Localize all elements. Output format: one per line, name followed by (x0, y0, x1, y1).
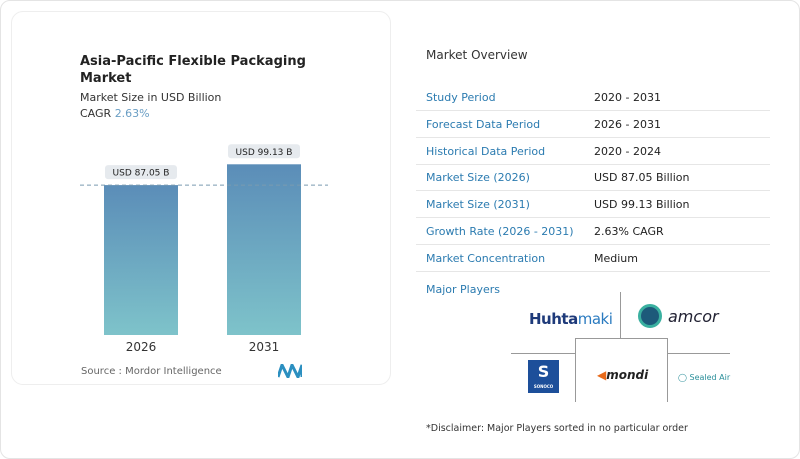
chart-card (11, 11, 391, 385)
major-players-title: Major Players (426, 283, 500, 296)
overview-row: Market Size (2031) USD 99.13 Billion (416, 191, 770, 219)
bar-chart: USD 87.05 B 2026 USD 99.13 B 2031 (80, 144, 328, 354)
overview-row: Growth Rate (2026 - 2031) 2.63% CAGR (416, 218, 770, 245)
row-label: Market Size (2026) (426, 171, 530, 185)
row-value: 2.63% CAGR (594, 225, 664, 238)
cagr: CAGR 2.63% (80, 107, 150, 120)
row-value: 2026 - 2031 (594, 117, 661, 131)
row-value: USD 99.13 Billion (594, 198, 690, 212)
overview-row: Market Size (2026) USD 87.05 Billion (416, 164, 770, 192)
disclaimer: *Disclaimer: Major Players sorted in no … (426, 423, 688, 434)
sealed-air-logo: ◯ Sealed Air (678, 373, 731, 382)
row-label: Forecast Data Period (426, 117, 541, 131)
row-label: Market Size (2031) (426, 198, 530, 212)
cagr-label: CAGR (80, 107, 112, 120)
chart-title: Asia-Pacific Flexible Packaging Market (80, 54, 306, 86)
row-label: Study Period (426, 91, 496, 104)
sonoco-logo: S SONOCO (528, 360, 559, 393)
overview-row: Market Concentration Medium (416, 245, 770, 272)
bar-2026 (104, 185, 178, 335)
overview-title: Market Overview (426, 48, 528, 62)
huhtamaki-logo: Huhtamaki (529, 310, 613, 328)
mordor-logo-icon (278, 364, 302, 378)
overview-row: Study Period 2020 - 2031 (416, 84, 770, 111)
cagr-value: 2.63% (114, 107, 150, 120)
data-label: USD 99.13 B (236, 148, 293, 158)
data-label-bg (228, 144, 300, 159)
row-label: Growth Rate (2026 - 2031) (426, 225, 574, 238)
bar-2031 (227, 164, 301, 335)
row-label: Historical Data Period (426, 144, 546, 158)
data-label: USD 87.05 B (113, 169, 170, 179)
data-label-bg (105, 165, 177, 180)
x-tick-label: 2026 (126, 340, 157, 354)
x-tick-label: 2031 (249, 340, 280, 354)
row-value: USD 87.05 Billion (594, 171, 690, 185)
row-label: Market Concentration (426, 251, 546, 265)
row-value: 2020 - 2024 (594, 144, 661, 158)
mondi-logo: ◀mondi (597, 368, 649, 382)
source: Source : Mordor Intelligence (81, 366, 222, 377)
amcor-logo: amcor (638, 304, 738, 330)
overview-row: Forecast Data Period 2026 - 2031 (416, 111, 770, 138)
row-value: 2020 - 2031 (594, 91, 661, 104)
overview-row: Historical Data Period 2020 - 2024 (416, 138, 770, 165)
chart-subtitle: Market Size in USD Billion (80, 91, 222, 104)
row-value: Medium (594, 251, 638, 265)
